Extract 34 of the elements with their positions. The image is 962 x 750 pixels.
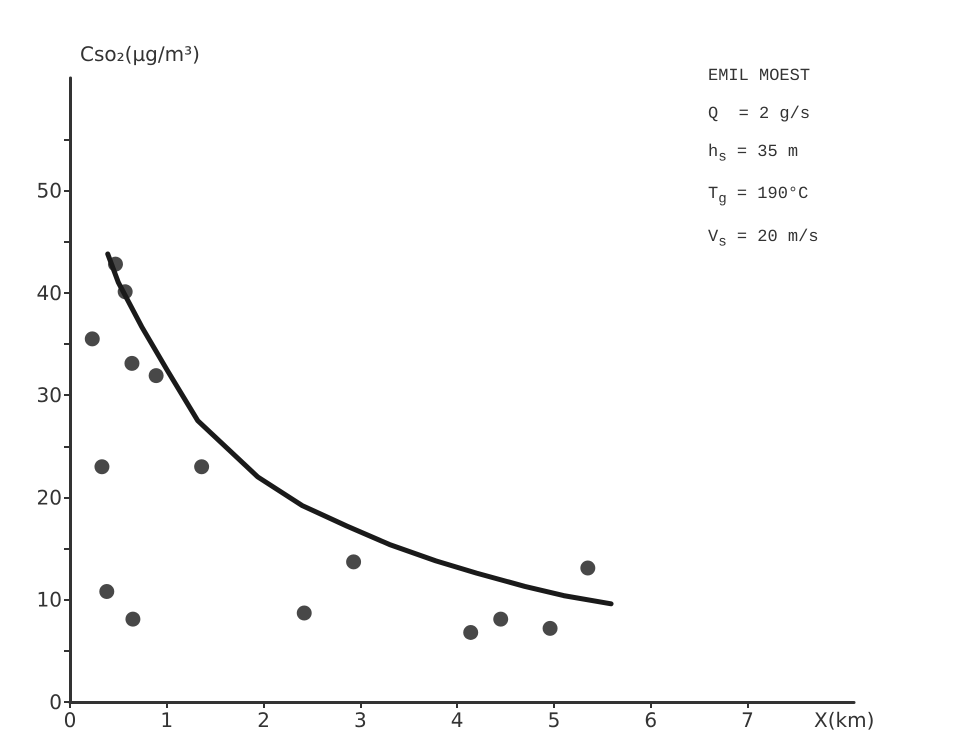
y-tick-label: 50 bbox=[36, 178, 62, 203]
point bbox=[463, 624, 478, 640]
annotation: Q = 2 g/s bbox=[708, 104, 812, 126]
x-axis-title: X(km) bbox=[814, 708, 874, 732]
y-tick-label: 20 bbox=[36, 485, 62, 510]
annotation: V$_{s}$ = 20 m/s bbox=[708, 226, 819, 252]
x-tick-label: 3 bbox=[354, 708, 367, 732]
x-tick-label: 7 bbox=[741, 708, 754, 732]
point bbox=[346, 554, 362, 570]
annotation: EMIL MOEST bbox=[708, 66, 812, 88]
x-tick-label: 4 bbox=[450, 708, 464, 732]
x-tick-label: 0 bbox=[64, 708, 76, 732]
point bbox=[580, 560, 596, 576]
point bbox=[124, 356, 140, 371]
x-tick-label: 6 bbox=[644, 708, 658, 732]
point bbox=[148, 368, 164, 384]
y-tick-label: 30 bbox=[36, 383, 62, 408]
point bbox=[194, 459, 210, 474]
point bbox=[296, 606, 312, 620]
point bbox=[94, 459, 110, 474]
point bbox=[84, 331, 100, 346]
point bbox=[125, 612, 140, 627]
point bbox=[99, 584, 114, 600]
y-tick-label: 10 bbox=[36, 588, 62, 612]
point bbox=[542, 620, 558, 636]
y-axis-title: Cso₂(μg/m³) bbox=[80, 42, 200, 66]
x-tick-label: 5 bbox=[548, 708, 560, 732]
x-tick-label: 2 bbox=[257, 708, 270, 732]
y-tick-label: 0 bbox=[49, 690, 62, 714]
x-tick-label: 1 bbox=[160, 708, 174, 732]
y-tick-label: 40 bbox=[36, 280, 62, 305]
point bbox=[493, 612, 508, 627]
annotation: h$_{s}$ = 35 m bbox=[708, 142, 800, 168]
annotation: T$_{g}$ = 190°C bbox=[708, 184, 810, 210]
